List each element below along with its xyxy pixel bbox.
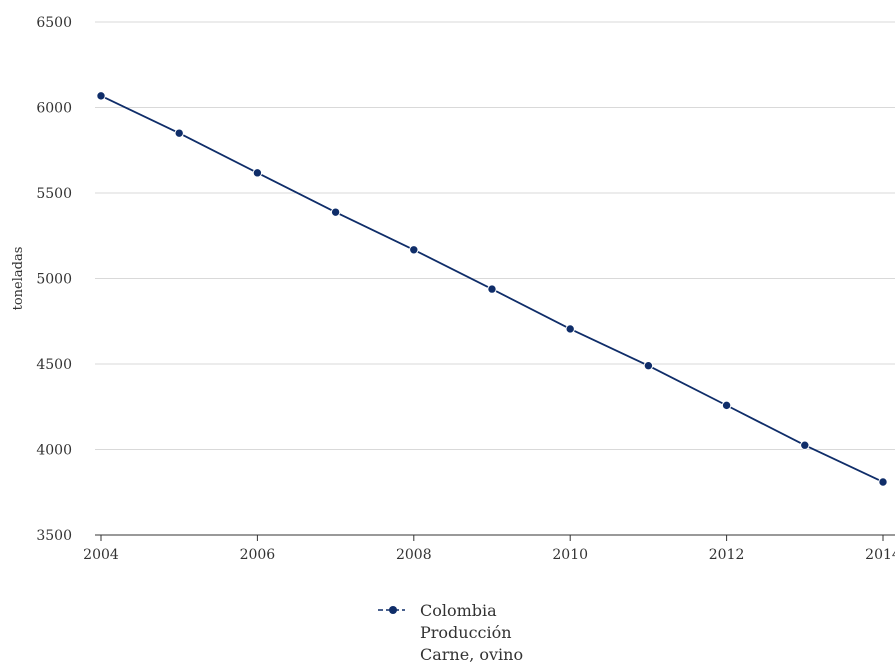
- data-point[interactable]: [643, 361, 654, 371]
- y-tick-label: 6500: [36, 15, 72, 31]
- x-tick-label: 2006: [240, 547, 276, 563]
- y-tick-label: 5000: [36, 272, 72, 288]
- legend-label: Colombia: [420, 601, 497, 620]
- legend-marker: [389, 606, 397, 614]
- x-tick-label: 2008: [396, 547, 432, 563]
- data-point[interactable]: [252, 168, 263, 178]
- x-tick-label: 2010: [552, 547, 588, 563]
- series-group: [96, 91, 888, 487]
- y-tick-label: 4500: [36, 357, 72, 373]
- gridlines: [95, 21, 895, 450]
- data-point[interactable]: [565, 324, 575, 334]
- x-tick-label: 2014: [865, 547, 895, 563]
- y-tick-label: 6000: [36, 101, 72, 117]
- data-point[interactable]: [409, 245, 419, 255]
- y-tick-label: 4000: [36, 443, 72, 459]
- data-point[interactable]: [174, 128, 184, 138]
- x-tick-label: 2012: [709, 547, 745, 563]
- data-point[interactable]: [487, 284, 497, 294]
- y-tick-label: 5500: [36, 186, 72, 202]
- y-tick-labels: 3500 4000 4500 5000 5500 6000 6500: [36, 15, 72, 544]
- x-tick-label: 2004: [83, 547, 119, 563]
- y-tick-label: 3500: [36, 528, 72, 544]
- data-point[interactable]: [878, 477, 888, 487]
- data-point[interactable]: [800, 440, 810, 450]
- legend[interactable]: Colombia Producción Carne, ovino: [378, 601, 523, 664]
- data-point[interactable]: [96, 91, 106, 101]
- data-point[interactable]: [721, 400, 732, 411]
- data-point[interactable]: [330, 207, 341, 217]
- legend-label: Carne, ovino: [420, 645, 523, 664]
- x-tick-labels: 2004 2006 2008 2010 2012 2014: [83, 535, 895, 563]
- y-axis-title: toneladas: [11, 247, 26, 311]
- legend-label: Producción: [420, 623, 512, 642]
